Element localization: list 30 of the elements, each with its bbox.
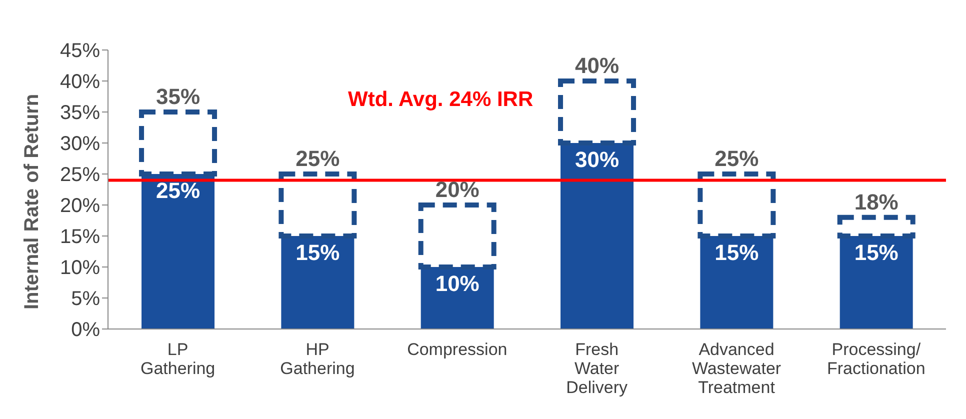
y-tick-label: 20% (60, 195, 100, 218)
x-tick-label: Processing/ Fractionation (827, 340, 926, 378)
x-tick-label: Compression (407, 340, 508, 359)
y-axis-title: Internal Rate of Return (21, 94, 44, 310)
y-tick-label: 10% (60, 257, 100, 280)
total-label: 20% (435, 177, 480, 202)
total-label: 40% (574, 53, 620, 78)
data-label: 30% (574, 147, 620, 172)
data-label: 10% (435, 271, 480, 296)
total-label: 25% (714, 146, 759, 171)
data-label: 15% (854, 240, 898, 265)
x-tick-label: Advanced Wastewater Treatment (692, 340, 782, 397)
total-label: 35% (156, 84, 200, 109)
x-tick-label: LP Gathering (140, 340, 216, 378)
ref-line-label: Wtd. Avg. 24% IRR (348, 88, 534, 112)
data-label: 15% (296, 240, 340, 265)
total-label: 25% (296, 146, 340, 171)
total-label: 18% (854, 189, 898, 214)
y-tick-label: 0% (71, 319, 100, 342)
y-tick-label: 35% (60, 102, 100, 124)
y-tick-label: 15% (60, 226, 100, 248)
y-tick-label: 40% (60, 71, 100, 94)
x-tick-label: Fresh Water Delivery (566, 340, 628, 397)
data-label: 15% (714, 240, 759, 265)
y-tick-label: 45% (60, 40, 100, 62)
y-tick-label: 25% (60, 164, 100, 186)
y-tick-label: 5% (71, 288, 100, 310)
x-tick-label: HP Gathering (280, 340, 355, 378)
data-label: 25% (156, 178, 200, 203)
y-tick-label: 30% (60, 133, 100, 156)
